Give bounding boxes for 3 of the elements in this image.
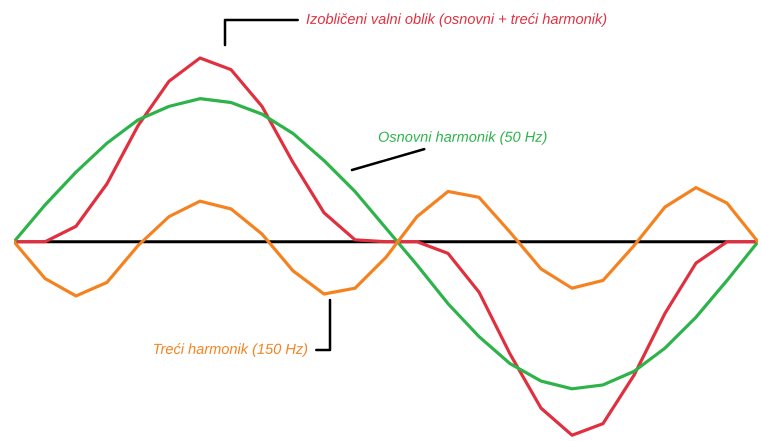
text: Treći harmonik (150 Hz) (154, 343, 308, 357)
text: Izobličeni valni oblik (osnovni + treći harmonik) (306, 13, 606, 27)
text: Osnovni harmonik (50 Hz) (378, 131, 547, 145)
